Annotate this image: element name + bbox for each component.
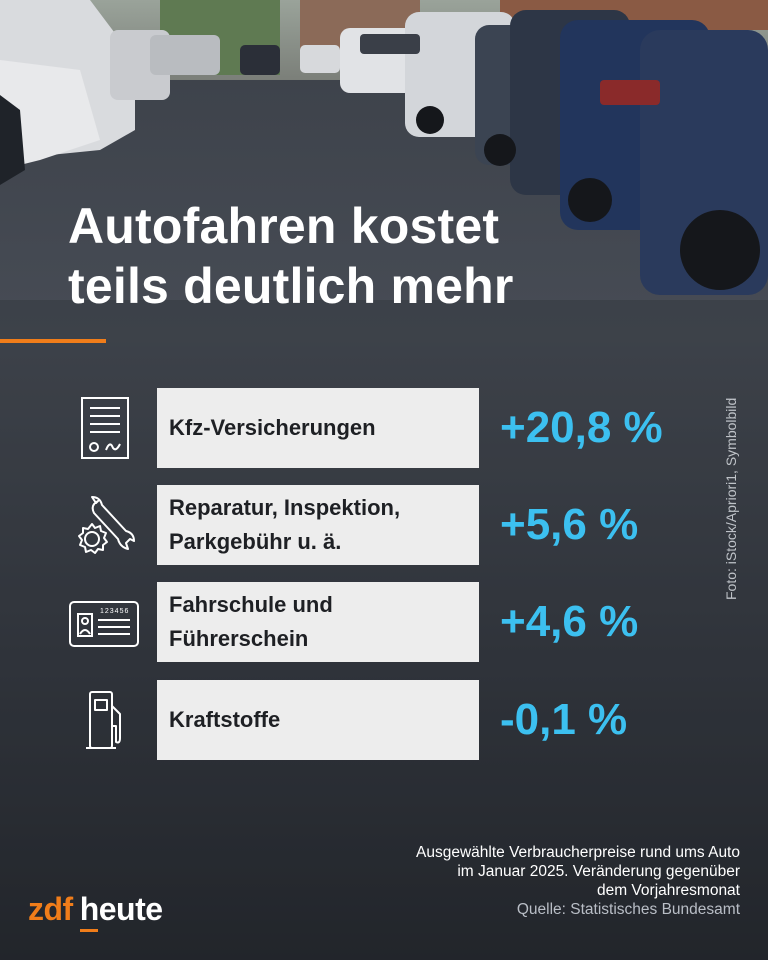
footnote-line: im Januar 2025. Veränderung gegenüber — [457, 863, 740, 880]
zdfheute-logo: zdf heute — [28, 891, 163, 932]
license-card-icon: 123456 — [69, 601, 139, 647]
logo-heute: heute — [79, 891, 163, 932]
row-label-text: Fahrschule und — [169, 592, 333, 617]
footnote-line: Ausgewählte Verbraucherpreise rund ums A… — [416, 844, 740, 861]
row-value: -0,1 % — [500, 695, 628, 744]
row-label: Kraftstoffe — [157, 680, 479, 760]
footnote-line: dem Vorjahresmonat — [596, 882, 740, 899]
source-line: Quelle: Statistisches Bundesamt — [516, 901, 740, 918]
row-label-text: Parkgebühr u. ä. — [169, 529, 342, 554]
row-label-text: Führerschein — [169, 626, 309, 651]
card-number: 123456 — [100, 608, 129, 615]
row-label: Fahrschule und Führerschein — [157, 582, 479, 662]
row-kraftstoffe: Kraftstoffe -0,1 % — [0, 680, 768, 760]
row-fahrschule: 123456 Fahrschule und Führerschein +4,6 … — [0, 582, 768, 662]
row-value: +5,6 % — [500, 500, 639, 549]
headline-line-1: Autofahren kostet — [68, 198, 500, 254]
headline-line-2: teils deutlich mehr — [68, 258, 514, 314]
row-label: Kfz-Versicherungen — [157, 388, 479, 468]
accent-line — [0, 339, 106, 343]
row-label-text: Reparatur, Inspektion, — [169, 495, 401, 520]
row-reparatur: Reparatur, Inspektion, Parkgebühr u. ä. … — [0, 485, 768, 565]
logo-zdf: zdf — [28, 891, 73, 927]
document-icon — [81, 397, 129, 459]
fuel-pump-icon — [86, 691, 121, 749]
row-label-text: Kraftstoffe — [169, 707, 281, 732]
row-kfz-versicherungen: Kfz-Versicherungen +20,8 % — [0, 388, 768, 468]
row-label: Reparatur, Inspektion, Parkgebühr u. ä. — [157, 485, 479, 565]
wrench-gear-icon — [78, 496, 135, 554]
footnote: Ausgewählte Verbraucherpreise rund ums A… — [310, 843, 740, 919]
row-label-text: Kfz-Versicherungen — [169, 415, 376, 440]
row-value: +20,8 % — [500, 403, 663, 452]
row-value: +4,6 % — [500, 597, 639, 646]
headline: Autofahren kostet teils deutlich mehr — [68, 196, 688, 316]
